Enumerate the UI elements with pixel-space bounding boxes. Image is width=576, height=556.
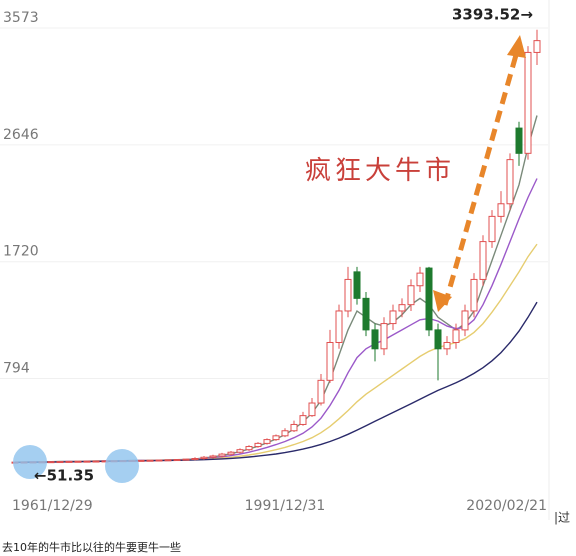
candle-body bbox=[281, 430, 289, 437]
y-tick-label: 794 bbox=[3, 360, 30, 376]
candle-body bbox=[290, 423, 298, 432]
candle-body bbox=[380, 323, 388, 350]
candle-body bbox=[407, 285, 415, 306]
candle-body bbox=[218, 453, 226, 457]
x-tick-label: 1991/12/31 bbox=[245, 498, 326, 514]
candle-body bbox=[326, 341, 334, 381]
arrow-head bbox=[507, 35, 526, 58]
candle-body bbox=[515, 127, 523, 154]
candle-body bbox=[173, 459, 181, 462]
y-tick-label: 1720 bbox=[3, 244, 39, 260]
candle-body bbox=[164, 459, 172, 462]
caption: 去10年的牛市比以往的牛要更牛一些 bbox=[2, 540, 181, 554]
candle-body bbox=[308, 402, 316, 417]
arrow-tail bbox=[433, 290, 452, 312]
candle-body bbox=[155, 459, 163, 462]
candle-body bbox=[470, 278, 478, 312]
candle-body bbox=[533, 40, 541, 53]
start-label: ←51.35 bbox=[34, 467, 94, 485]
candle-body bbox=[317, 379, 325, 404]
candle-body bbox=[344, 278, 352, 312]
moving-average-line bbox=[14, 115, 538, 463]
candle-body bbox=[56, 461, 64, 464]
candle-body bbox=[371, 329, 379, 350]
x-tick-label: 1961/12/29 bbox=[12, 498, 93, 514]
candle-body bbox=[191, 458, 199, 461]
candle-body bbox=[65, 460, 73, 463]
candle-body bbox=[416, 272, 424, 287]
moving-average-line bbox=[15, 178, 538, 463]
candle-body bbox=[263, 439, 271, 444]
candle-body bbox=[299, 415, 307, 425]
marker-icon bbox=[13, 445, 47, 479]
candle-body bbox=[335, 310, 343, 343]
candle-body bbox=[425, 267, 433, 331]
candle-body bbox=[506, 159, 514, 205]
candle-body bbox=[137, 459, 145, 462]
candle-body bbox=[497, 203, 505, 217]
candle-body bbox=[182, 458, 190, 461]
side-text: |过 bbox=[554, 511, 570, 525]
candle-body bbox=[389, 310, 397, 325]
marker-icon bbox=[105, 449, 139, 483]
candle-body bbox=[443, 341, 451, 350]
moving-average-line bbox=[15, 243, 538, 463]
arrow-shaft bbox=[442, 47, 521, 306]
candle-body bbox=[92, 460, 100, 463]
candle-body bbox=[434, 329, 442, 350]
candle-body bbox=[209, 455, 217, 458]
candle-body bbox=[452, 329, 460, 343]
candle-body bbox=[398, 304, 406, 312]
candle-body bbox=[254, 442, 262, 448]
candle-body bbox=[200, 456, 208, 460]
candle-body bbox=[245, 446, 253, 451]
candle-body bbox=[74, 460, 82, 463]
candle-body bbox=[272, 435, 280, 441]
y-tick-label: 2646 bbox=[3, 127, 39, 143]
candle-body bbox=[236, 449, 244, 453]
candle-body bbox=[47, 461, 55, 464]
candle-body bbox=[524, 51, 532, 154]
candle-body bbox=[461, 310, 469, 331]
candle-body bbox=[227, 451, 235, 455]
candle-body bbox=[83, 460, 91, 463]
candle-body bbox=[362, 297, 370, 331]
end-label: 3393.52→ bbox=[452, 6, 533, 24]
candle-body bbox=[146, 459, 154, 462]
candle-body bbox=[488, 215, 496, 243]
x-tick-label: 2020/02/21 bbox=[466, 498, 547, 514]
candle-body bbox=[479, 241, 487, 280]
candle-body bbox=[353, 271, 361, 299]
headline: 疯狂大牛市 bbox=[305, 156, 455, 186]
y-tick-label: 3573 bbox=[3, 10, 39, 26]
